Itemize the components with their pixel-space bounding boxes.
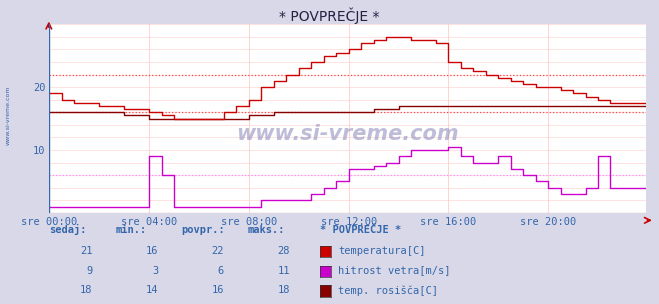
Text: 18: 18 bbox=[80, 285, 92, 295]
Text: www.si-vreme.com: www.si-vreme.com bbox=[5, 86, 11, 145]
Text: 21: 21 bbox=[80, 246, 92, 256]
Text: temp. rosišča[C]: temp. rosišča[C] bbox=[338, 285, 438, 295]
Text: 22: 22 bbox=[212, 246, 224, 256]
Text: 14: 14 bbox=[146, 285, 158, 295]
Text: min.:: min.: bbox=[115, 225, 146, 234]
Text: povpr.:: povpr.: bbox=[181, 225, 225, 234]
Text: hitrost vetra[m/s]: hitrost vetra[m/s] bbox=[338, 266, 451, 275]
Text: 18: 18 bbox=[277, 285, 290, 295]
Text: 16: 16 bbox=[212, 285, 224, 295]
Text: 6: 6 bbox=[218, 266, 224, 275]
Text: 28: 28 bbox=[277, 246, 290, 256]
Text: www.si-vreme.com: www.si-vreme.com bbox=[237, 124, 459, 143]
Text: 3: 3 bbox=[152, 266, 158, 275]
Text: 16: 16 bbox=[146, 246, 158, 256]
Text: temperatura[C]: temperatura[C] bbox=[338, 246, 426, 256]
Text: * POVPREČJE *: * POVPREČJE * bbox=[279, 8, 380, 24]
Text: 11: 11 bbox=[277, 266, 290, 275]
Text: 9: 9 bbox=[86, 266, 92, 275]
Text: maks.:: maks.: bbox=[247, 225, 285, 234]
Text: sedaj:: sedaj: bbox=[49, 224, 87, 235]
Text: * POVPREČJE *: * POVPREČJE * bbox=[320, 225, 401, 234]
